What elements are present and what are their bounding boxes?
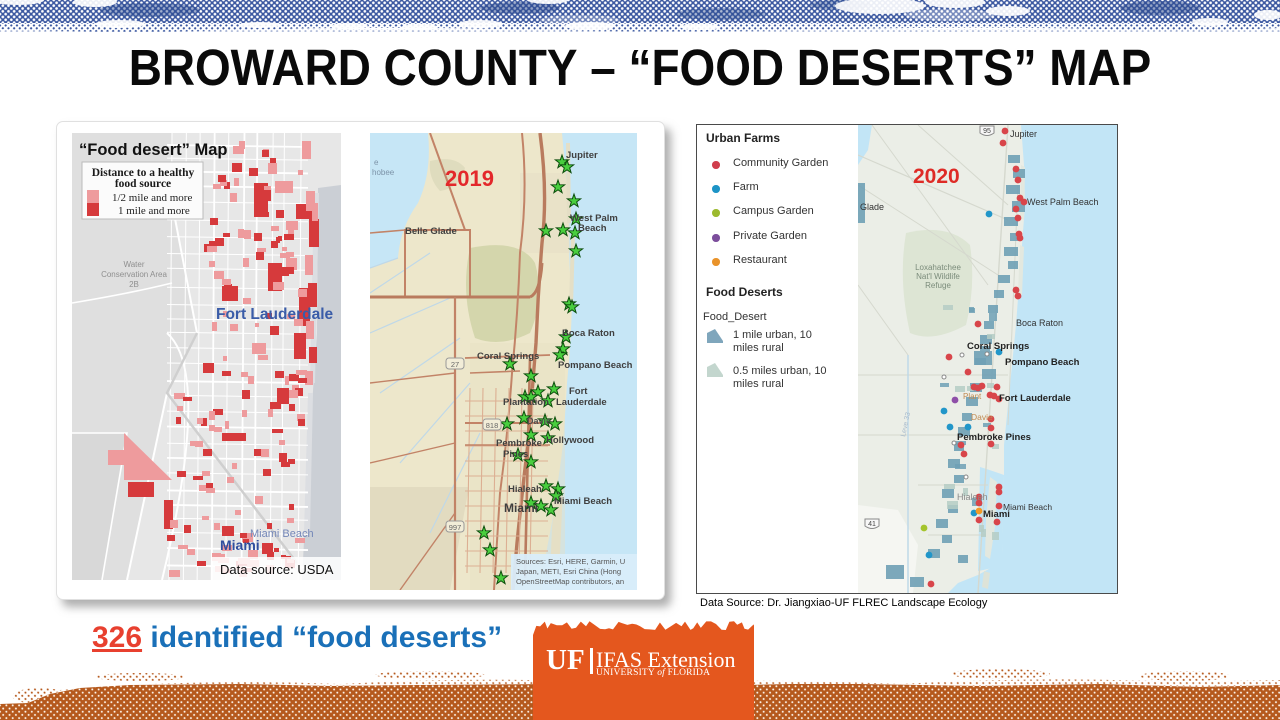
svg-text:Pines: Pines xyxy=(503,449,528,460)
svg-text:Sources: Esri, HERE, Garmin, U: Sources: Esri, HERE, Garmin, U xyxy=(516,557,625,566)
svg-text:Jupiter: Jupiter xyxy=(566,150,598,161)
svg-text:Refuge: Refuge xyxy=(925,281,951,290)
svg-text:Fort Lauderdale: Fort Lauderdale xyxy=(216,306,334,323)
svg-text:hobee: hobee xyxy=(372,168,395,177)
svg-text:Distance to a healthy: Distance to a healthy xyxy=(92,167,195,179)
svg-text:Lauderdale: Lauderdale xyxy=(556,397,607,408)
svg-text:Conservation Area: Conservation Area xyxy=(101,270,167,279)
svg-text:Pembroke Pines: Pembroke Pines xyxy=(957,432,1031,443)
svg-text:Boca Raton: Boca Raton xyxy=(562,328,615,339)
svg-text:Miami Beach: Miami Beach xyxy=(1003,502,1052,512)
svg-text:Water: Water xyxy=(123,260,144,269)
svg-text:West Palm: West Palm xyxy=(570,213,618,224)
svg-text:Japan, METI, Esri China (Hong: Japan, METI, Esri China (Hong xyxy=(516,567,621,576)
svg-text:e: e xyxy=(374,158,379,167)
svg-text:Pompano Beach: Pompano Beach xyxy=(558,360,633,371)
svg-text:West Palm Beach: West Palm Beach xyxy=(1027,197,1098,207)
svg-text:Coral Springs: Coral Springs xyxy=(477,351,539,362)
svg-text:Data source: USDA: Data source: USDA xyxy=(220,562,334,577)
svg-text:Miami: Miami xyxy=(504,501,538,515)
svg-text:2020: 2020 xyxy=(913,165,960,188)
svg-text:Davie: Davie xyxy=(971,412,993,422)
svg-text:Hialeah: Hialeah xyxy=(508,484,542,495)
svg-text:Hialeah: Hialeah xyxy=(957,492,988,502)
svg-text:Glade: Glade xyxy=(860,202,884,212)
svg-text:Nat'l Wildlife: Nat'l Wildlife xyxy=(916,272,960,281)
svg-text:Fort: Fort xyxy=(569,386,588,397)
svg-text:Loxahatchee: Loxahatchee xyxy=(915,263,961,272)
svg-text:Miami: Miami xyxy=(983,509,1010,520)
svg-text:Pompano Beach: Pompano Beach xyxy=(1005,357,1080,368)
svg-text:Belle Glade: Belle Glade xyxy=(405,226,457,237)
svg-text:Plant: Plant xyxy=(963,392,982,401)
svg-text:Boca Raton: Boca Raton xyxy=(1016,318,1063,328)
svg-text:Miami Beach: Miami Beach xyxy=(250,528,314,540)
svg-text:Coral Springs: Coral Springs xyxy=(967,341,1029,352)
svg-text:997: 997 xyxy=(449,523,462,532)
svg-text:Fort Lauderdale: Fort Lauderdale xyxy=(999,393,1071,404)
svg-text:95: 95 xyxy=(983,128,991,135)
svg-text:2B: 2B xyxy=(129,280,139,289)
svg-text:Pembroke: Pembroke xyxy=(496,438,542,449)
svg-text:41: 41 xyxy=(868,521,876,528)
svg-text:1 mile and more: 1 mile and more xyxy=(118,205,190,217)
svg-text:“Food desert” Map: “Food desert” Map xyxy=(79,141,228,159)
svg-text:27: 27 xyxy=(451,360,459,369)
svg-text:Hollywood: Hollywood xyxy=(546,435,594,446)
svg-text:Plantation: Plantation xyxy=(503,397,549,408)
svg-text:818: 818 xyxy=(486,421,499,430)
svg-text:Beach: Beach xyxy=(578,223,607,234)
svg-text:1/2 mile and more: 1/2 mile and more xyxy=(112,192,192,204)
svg-text:Davie: Davie xyxy=(527,416,551,426)
svg-text:2019: 2019 xyxy=(445,166,494,191)
svg-text:Jupiter: Jupiter xyxy=(1010,129,1037,139)
svg-text:Miami Beach: Miami Beach xyxy=(554,496,612,507)
svg-text:OpenStreetMap contributors, an: OpenStreetMap contributors, an xyxy=(516,577,624,586)
svg-text:Miami: Miami xyxy=(220,537,260,553)
svg-text:food source: food source xyxy=(115,178,171,190)
